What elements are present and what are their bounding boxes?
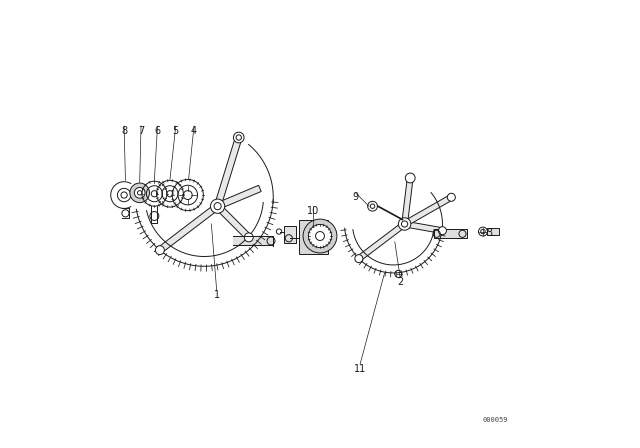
FancyBboxPatch shape [433, 229, 467, 238]
Text: 5: 5 [173, 125, 179, 135]
Circle shape [303, 219, 337, 253]
Circle shape [211, 199, 225, 213]
FancyBboxPatch shape [284, 226, 296, 243]
Polygon shape [158, 203, 220, 253]
Polygon shape [214, 137, 242, 207]
Circle shape [234, 132, 244, 143]
Circle shape [447, 193, 455, 201]
Text: 2: 2 [397, 277, 403, 287]
FancyBboxPatch shape [299, 220, 328, 254]
FancyBboxPatch shape [488, 228, 499, 235]
Polygon shape [404, 221, 443, 233]
Circle shape [134, 188, 145, 198]
Text: 7: 7 [138, 125, 144, 135]
Text: 8: 8 [121, 125, 127, 135]
Text: 000059: 000059 [483, 417, 508, 423]
Text: 11: 11 [354, 364, 366, 374]
Text: 1: 1 [214, 290, 220, 300]
Circle shape [244, 233, 253, 242]
Text: 6: 6 [154, 125, 161, 135]
Polygon shape [357, 222, 406, 261]
Text: 9: 9 [353, 192, 358, 202]
Polygon shape [402, 177, 413, 224]
Polygon shape [403, 195, 452, 227]
Polygon shape [215, 204, 251, 240]
Text: 3: 3 [486, 228, 492, 238]
Circle shape [308, 224, 332, 248]
Circle shape [398, 218, 411, 230]
Circle shape [438, 227, 447, 235]
Circle shape [156, 246, 164, 254]
Circle shape [355, 254, 363, 263]
Circle shape [405, 173, 415, 183]
Text: 10: 10 [307, 206, 319, 215]
Polygon shape [216, 185, 261, 209]
Circle shape [130, 183, 150, 202]
Text: 4: 4 [191, 125, 197, 135]
